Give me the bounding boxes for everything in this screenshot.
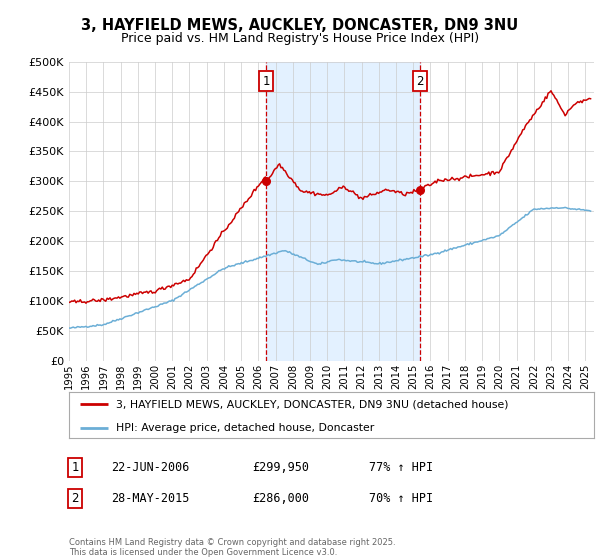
Text: 3, HAYFIELD MEWS, AUCKLEY, DONCASTER, DN9 3NU: 3, HAYFIELD MEWS, AUCKLEY, DONCASTER, DN… bbox=[82, 18, 518, 33]
Text: 2: 2 bbox=[416, 74, 424, 87]
Text: Price paid vs. HM Land Registry's House Price Index (HPI): Price paid vs. HM Land Registry's House … bbox=[121, 32, 479, 45]
Text: 77% ↑ HPI: 77% ↑ HPI bbox=[369, 461, 433, 474]
Text: HPI: Average price, detached house, Doncaster: HPI: Average price, detached house, Donc… bbox=[116, 423, 374, 433]
Text: £299,950: £299,950 bbox=[252, 461, 309, 474]
Text: 3, HAYFIELD MEWS, AUCKLEY, DONCASTER, DN9 3NU (detached house): 3, HAYFIELD MEWS, AUCKLEY, DONCASTER, DN… bbox=[116, 399, 509, 409]
Text: 1: 1 bbox=[263, 74, 270, 87]
Bar bbox=[266, 62, 421, 361]
Text: Contains HM Land Registry data © Crown copyright and database right 2025.
This d: Contains HM Land Registry data © Crown c… bbox=[69, 538, 395, 557]
Text: 28-MAY-2015: 28-MAY-2015 bbox=[111, 492, 190, 505]
Text: 1: 1 bbox=[71, 461, 79, 474]
Text: 22-JUN-2006: 22-JUN-2006 bbox=[111, 461, 190, 474]
Text: 2: 2 bbox=[71, 492, 79, 505]
Text: £286,000: £286,000 bbox=[252, 492, 309, 505]
Text: 70% ↑ HPI: 70% ↑ HPI bbox=[369, 492, 433, 505]
